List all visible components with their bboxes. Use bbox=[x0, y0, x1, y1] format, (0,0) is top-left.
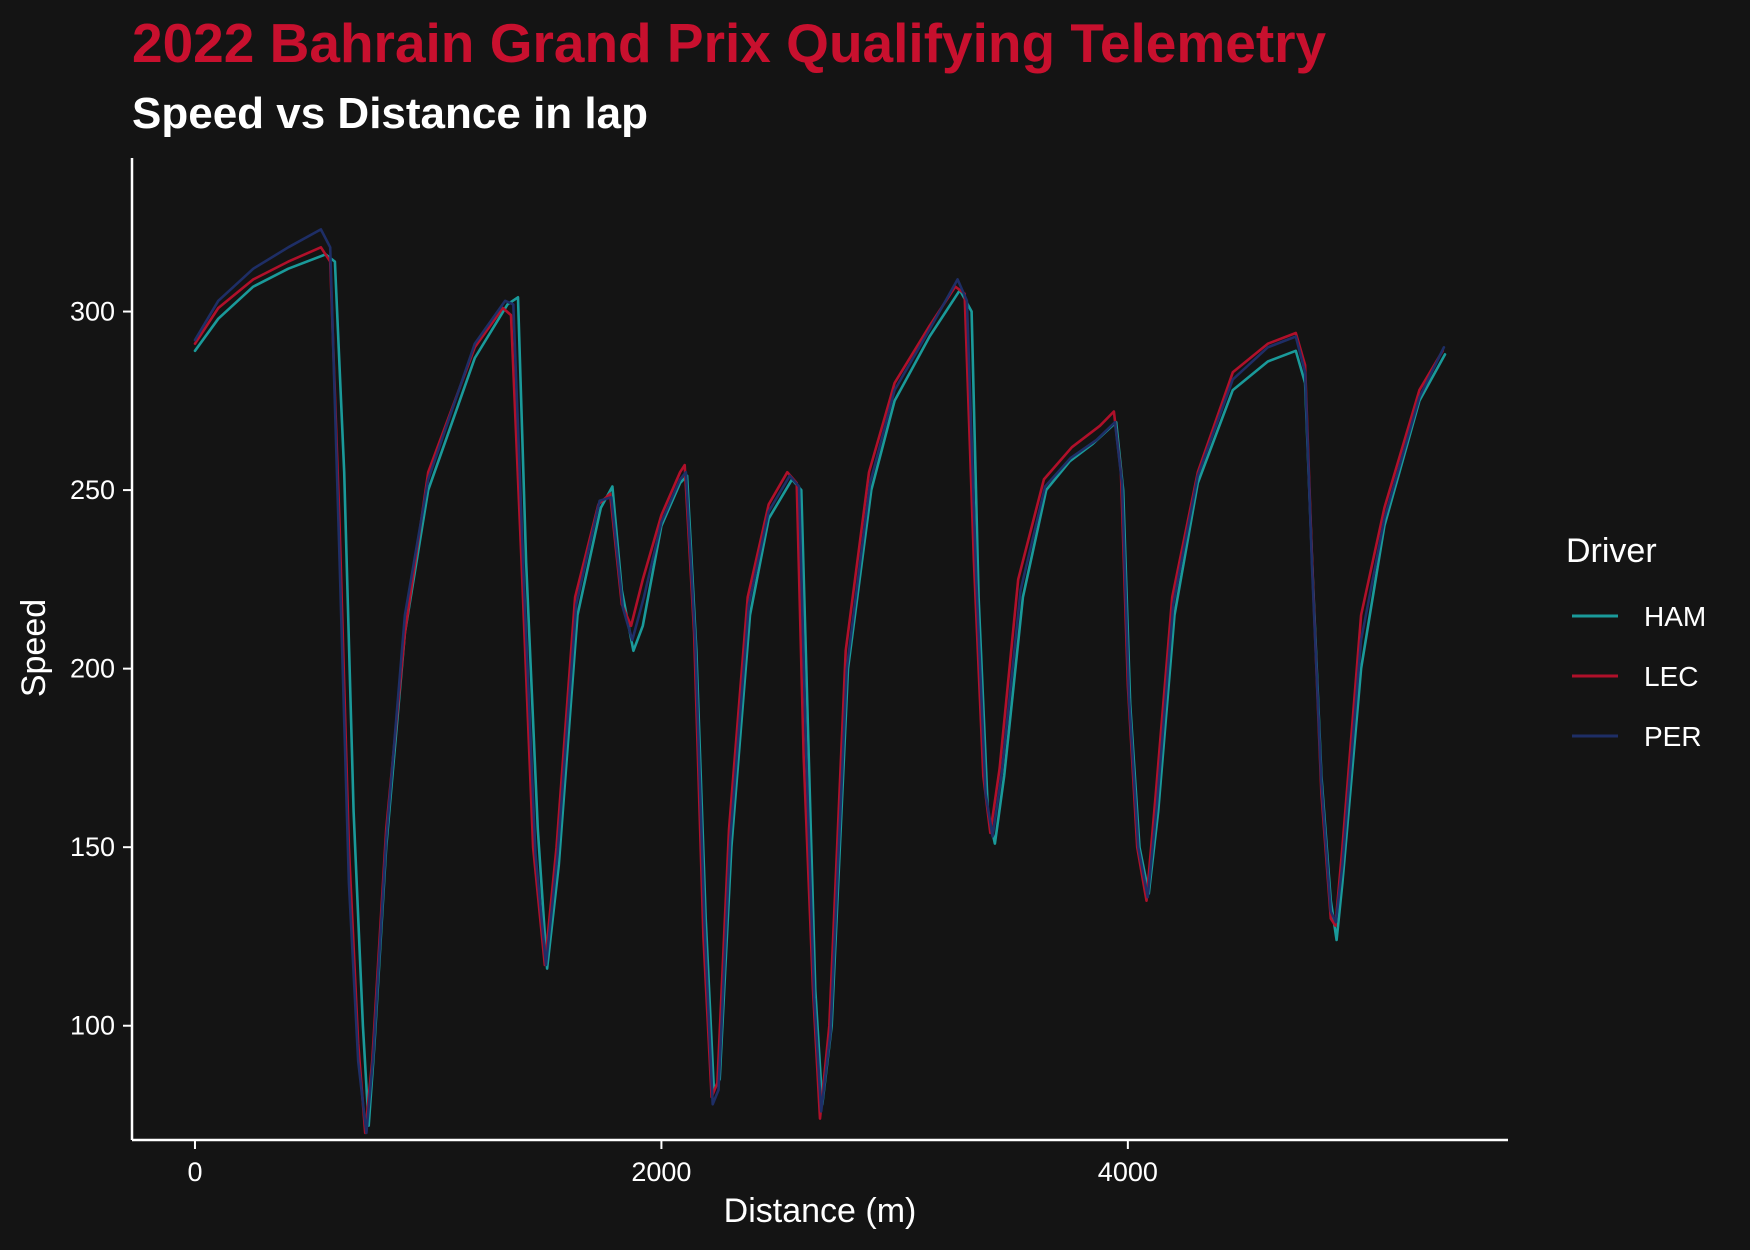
series-layer bbox=[193, 228, 1447, 1135]
y-tick-label: 200 bbox=[70, 654, 115, 684]
legend-title: Driver bbox=[1566, 532, 1657, 570]
x-axis-title: Distance (m) bbox=[724, 1192, 917, 1230]
legend-items: HAM LEC PER bbox=[1572, 601, 1706, 752]
y-tick-label: 250 bbox=[70, 475, 115, 505]
x-tick-label: 2000 bbox=[631, 1157, 691, 1187]
y-axis-title: Speed bbox=[15, 599, 53, 697]
legend-label-per: PER bbox=[1644, 721, 1702, 752]
legend: Driver HAM LEC PER bbox=[1566, 532, 1706, 752]
x-tick-label: 0 bbox=[187, 1157, 202, 1187]
series-line-per bbox=[193, 228, 1446, 1135]
y-tick-label: 150 bbox=[70, 832, 115, 862]
chart-subtitle: Speed vs Distance in lap bbox=[132, 89, 648, 138]
axes-layer: 100 150 200 250 300 0 2000 4000 bbox=[70, 158, 1508, 1187]
x-tick-label: 4000 bbox=[1098, 1157, 1158, 1187]
y-tick-label: 100 bbox=[70, 1011, 115, 1041]
series-line-ham bbox=[193, 253, 1447, 1127]
legend-label-ham: HAM bbox=[1644, 601, 1706, 632]
chart-title: 2022 Bahrain Grand Prix Qualifying Telem… bbox=[132, 12, 1327, 74]
legend-label-lec: LEC bbox=[1644, 661, 1698, 692]
y-tick-label: 300 bbox=[70, 297, 115, 327]
